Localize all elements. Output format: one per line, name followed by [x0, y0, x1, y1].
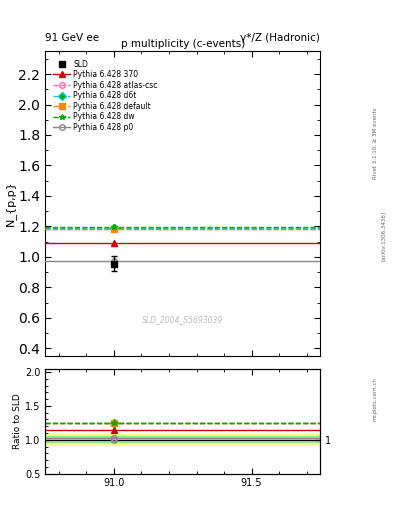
Text: [arXiv:1306.3436]: [arXiv:1306.3436]	[381, 210, 386, 261]
Bar	[45, 436, 320, 442]
Title: p multiplicity (c-events): p multiplicity (c-events)	[121, 39, 245, 49]
Text: 91 GeV ee: 91 GeV ee	[45, 33, 99, 43]
Text: mcplots.cern.ch: mcplots.cern.ch	[373, 377, 378, 421]
Text: Rivet 3.1.10, ≥ 3M events: Rivet 3.1.10, ≥ 3M events	[373, 108, 378, 179]
Y-axis label: Ratio to SLD: Ratio to SLD	[13, 393, 22, 449]
Legend: SLD, Pythia 6.428 370, Pythia 6.428 atlas-csc, Pythia 6.428 d6t, Pythia 6.428 de: SLD, Pythia 6.428 370, Pythia 6.428 atla…	[51, 57, 160, 134]
Bar	[45, 434, 320, 445]
Y-axis label: N_{p,p}: N_{p,p}	[5, 181, 15, 226]
Text: γ*/Z (Hadronic): γ*/Z (Hadronic)	[241, 33, 320, 43]
Text: SLD_2004_S5693039: SLD_2004_S5693039	[142, 315, 223, 324]
